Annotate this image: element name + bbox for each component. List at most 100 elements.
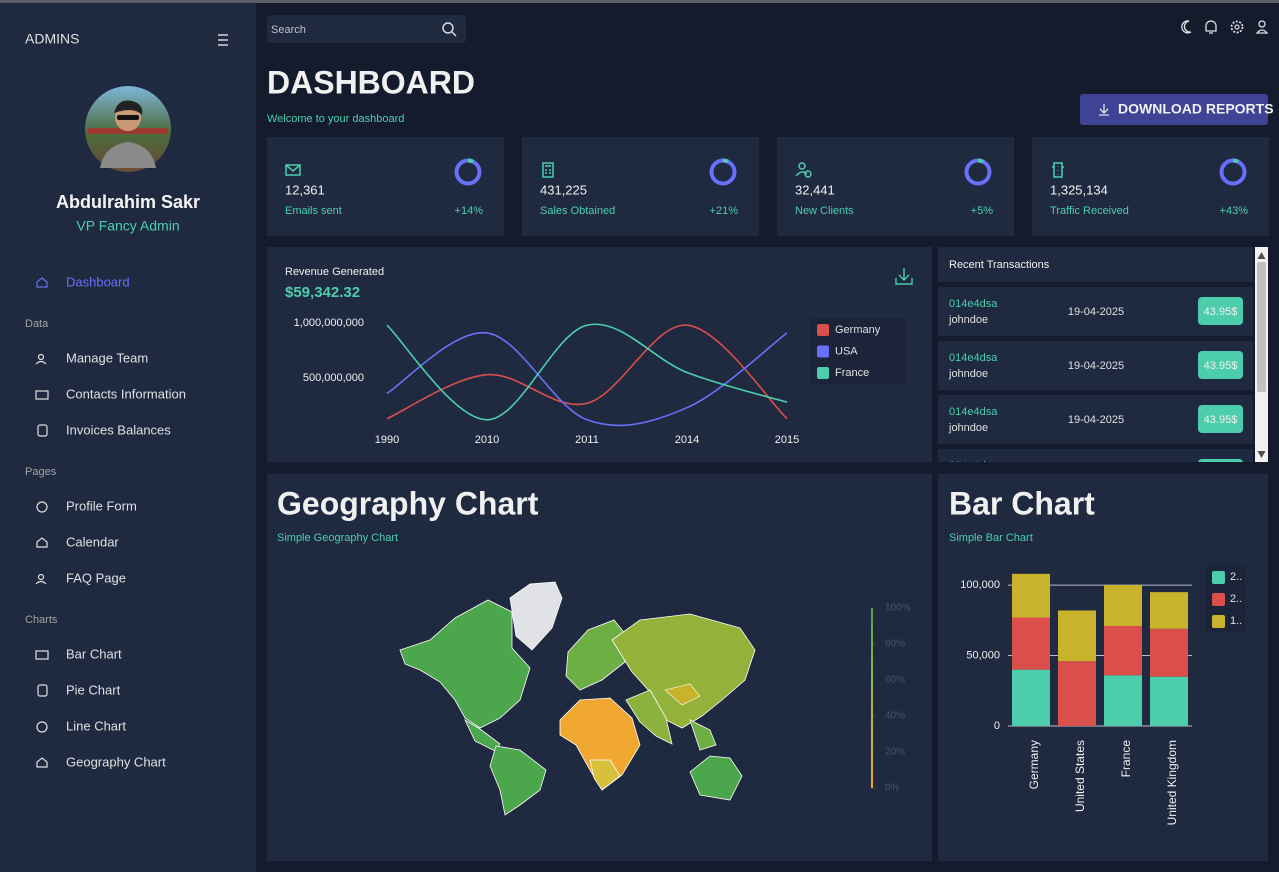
icon: [37, 424, 48, 437]
download-chart[interactable]: [895, 268, 913, 285]
download-button[interactable]: DOWNLOAD REPORTS: [1080, 94, 1274, 125]
stat-change: +5%: [971, 205, 994, 217]
nav-label: Line Chart: [66, 718, 126, 733]
nav-item[interactable]: FAQ Page: [66, 570, 126, 585]
nav-item[interactable]: Contacts Information: [66, 386, 186, 401]
legend-label: France: [835, 367, 869, 379]
bar-segment: [1150, 592, 1188, 629]
page-subtitle: Welcome to your dashboard: [267, 113, 404, 125]
nav-item[interactable]: Invoices Balances: [66, 422, 171, 437]
gear-icon: [1234, 24, 1240, 30]
search-icon: [442, 22, 454, 34]
moon-icon: [1181, 20, 1192, 34]
legend-swatch: [817, 324, 829, 336]
nav-item[interactable]: Calendar: [66, 534, 119, 549]
chart-subtitle: $59,342.32: [285, 284, 360, 301]
nav-item[interactable]: Profile Form: [66, 498, 137, 513]
window-edge: [0, 0, 1279, 3]
tx-id: 014e4dsa: [949, 406, 998, 418]
scrollbar[interactable]: [1255, 247, 1268, 462]
bar-segment: [1012, 669, 1050, 726]
transactions-panel: Recent Transactions 014e4dsa johndoe 19-04-…: [938, 247, 1253, 462]
search-box[interactable]: Search: [267, 15, 466, 43]
bell-icon: [1205, 20, 1217, 34]
legend-item[interactable]: 2..: [1212, 593, 1242, 606]
icon: [36, 501, 48, 513]
avatar-glasses: [117, 115, 139, 120]
download-icon: [895, 268, 913, 285]
stat-icon: [542, 162, 554, 178]
legend-item[interactable]: Germany: [817, 324, 881, 336]
nav-section-title: Data: [25, 318, 49, 330]
greenland: [509, 581, 563, 651]
bar-segment: [1058, 661, 1096, 726]
colorbar-label: 100%: [885, 603, 911, 614]
stat-card: 431,225 Sales Obtained +21%: [522, 137, 759, 236]
stat-value: 1,325,134: [1050, 182, 1108, 197]
nav-item[interactable]: Line Chart: [66, 718, 126, 733]
china: [664, 683, 701, 706]
chart-title: Geography Chart: [277, 485, 539, 521]
chart-title: Bar Chart: [949, 485, 1095, 521]
europe: [565, 619, 631, 691]
button-label: DOWNLOAD REPORTS: [1118, 101, 1274, 117]
legend-item[interactable]: 2..: [1212, 571, 1242, 584]
stat-change: +14%: [455, 205, 484, 217]
stat-change: +43%: [1220, 205, 1249, 217]
stat-card: 1,325,134 Traffic Received +43%: [1032, 137, 1269, 236]
nav-section-title: Charts: [25, 614, 58, 626]
x-tick-label: 2015: [775, 434, 799, 446]
nav-icon: [37, 424, 48, 437]
page-title: DASHBOARD: [267, 64, 475, 100]
scroll-arrow: [1257, 451, 1266, 458]
colorbar-label: 60%: [885, 675, 905, 686]
theme-toggle[interactable]: [1181, 20, 1192, 34]
nav-item[interactable]: Geography Chart: [66, 754, 166, 769]
y-tick-label: 500,000,000: [303, 372, 364, 384]
scroll-thumb: [1257, 262, 1266, 392]
bar-segment: [1104, 675, 1142, 726]
x-tick-label: 2014: [675, 434, 699, 446]
nav-item[interactable]: Pie Chart: [66, 682, 121, 697]
settings[interactable]: [1230, 20, 1244, 34]
legend-swatch: [1212, 615, 1225, 628]
bar-segment: [1012, 617, 1050, 670]
legend-item[interactable]: USA: [817, 345, 858, 358]
avatar-body: [100, 142, 156, 168]
profile[interactable]: [1255, 20, 1269, 34]
nav-item[interactable]: Bar Chart: [66, 646, 122, 661]
user-icon: [1255, 29, 1269, 34]
tx-user: johndoe: [948, 314, 988, 326]
card-bg: [267, 137, 504, 236]
transaction-list: 014e4dsa johndoe 19-04-2025 43.95$ 014e4dsa j…: [938, 287, 1253, 462]
cost-pill: [1198, 351, 1243, 379]
user-role: VP Fancy Admin: [76, 218, 179, 234]
nav-icon: [36, 537, 48, 548]
notifications[interactable]: [1205, 20, 1217, 34]
cost-pill: [1198, 405, 1243, 433]
menu-toggle[interactable]: [218, 34, 228, 46]
nav-icon: [35, 650, 49, 660]
legend-item[interactable]: France: [817, 367, 869, 379]
nav-section-title: Pages: [25, 466, 57, 478]
world-map: [399, 581, 756, 816]
legend-label: 1..: [1230, 615, 1242, 627]
nav-item[interactable]: Manage Team: [66, 350, 148, 365]
line-series: [386, 332, 788, 427]
user-name: Abdulrahim Sakr: [56, 192, 200, 212]
nav-icon: [36, 757, 48, 768]
nav-label: Bar Chart: [66, 646, 122, 661]
row-bg: [938, 449, 1253, 462]
north-america: [399, 599, 531, 729]
legend-item[interactable]: 1..: [1212, 615, 1242, 628]
nav-label: Profile Form: [66, 498, 137, 513]
bar-segment: [1150, 676, 1188, 726]
icon: [37, 353, 45, 361]
avatar-hair: [114, 100, 143, 115]
nav-item[interactable]: Dashboard: [66, 274, 130, 289]
